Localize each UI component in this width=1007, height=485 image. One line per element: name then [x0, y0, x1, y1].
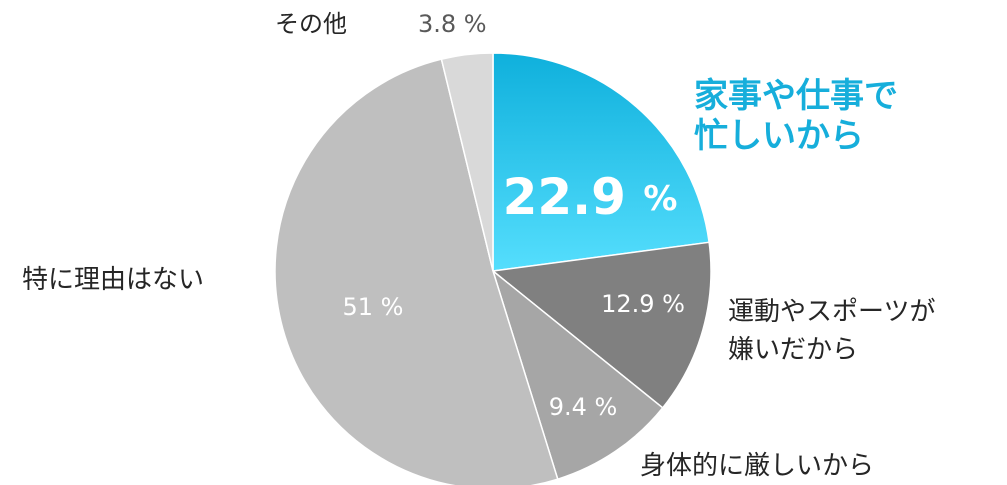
value-label: 12.9 % — [601, 290, 685, 318]
category-line: 運動やスポーツが — [728, 297, 935, 327]
category-line: 家事や仕事で — [694, 76, 898, 116]
category-line: 身体的に厳しいから — [640, 451, 874, 481]
pie-slice — [492, 52, 710, 272]
category-label: 特に理由はない — [22, 265, 204, 295]
value-label: 51 % — [343, 293, 404, 321]
value-unit: % — [643, 179, 677, 219]
category-label: その他 — [275, 10, 347, 38]
category-label: 運動やスポーツが嫌いだから — [728, 297, 935, 365]
category-label: 身体的に厳しいから — [640, 451, 874, 481]
pie-slice — [274, 58, 559, 485]
pie-slice — [491, 241, 712, 409]
category-line: 忙しいから — [694, 116, 864, 156]
pie-slice — [491, 268, 664, 481]
category-line: 特に理由はない — [22, 265, 204, 295]
value-label: 3.8 % — [418, 10, 487, 38]
value-label: 9.4 % — [549, 393, 618, 421]
pie-slice — [440, 52, 494, 272]
value-number: 22.9 — [503, 168, 644, 226]
category-line: その他 — [275, 10, 347, 38]
value-label: 22.9 % — [503, 168, 678, 226]
category-label: 家事や仕事で忙しいから — [694, 76, 898, 156]
category-line: 嫌いだから — [728, 335, 858, 365]
